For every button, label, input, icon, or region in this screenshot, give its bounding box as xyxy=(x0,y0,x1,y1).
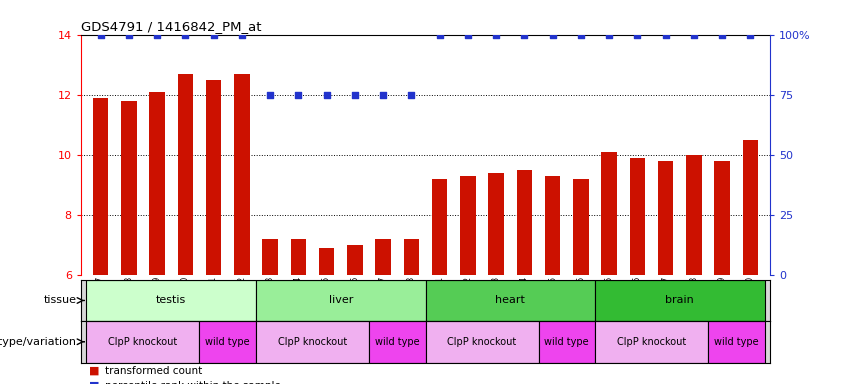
Point xyxy=(263,91,277,98)
Point xyxy=(631,31,644,38)
Bar xyxy=(121,101,137,275)
Point xyxy=(292,91,306,98)
Point xyxy=(687,31,700,38)
Bar xyxy=(256,321,369,363)
Point xyxy=(348,91,362,98)
Text: ■: ■ xyxy=(89,381,100,384)
Bar xyxy=(595,280,764,321)
Bar xyxy=(488,172,504,275)
Text: tissue: tissue xyxy=(43,295,77,306)
Bar xyxy=(319,248,334,275)
Point xyxy=(433,31,447,38)
Bar xyxy=(431,179,448,275)
Point xyxy=(659,31,672,38)
Text: wild type: wild type xyxy=(714,337,758,347)
Bar xyxy=(150,91,165,275)
Text: ■: ■ xyxy=(89,366,100,376)
Bar xyxy=(602,152,617,275)
Text: brain: brain xyxy=(665,295,694,306)
Bar xyxy=(256,280,426,321)
Text: ClpP knockout: ClpP knockout xyxy=(448,337,517,347)
Bar xyxy=(199,321,256,363)
Point xyxy=(716,31,729,38)
Text: GDS4791 / 1416842_PM_at: GDS4791 / 1416842_PM_at xyxy=(81,20,261,33)
Point xyxy=(489,31,503,38)
Text: wild type: wild type xyxy=(375,337,420,347)
Point xyxy=(404,91,418,98)
Bar xyxy=(460,175,476,275)
Text: liver: liver xyxy=(328,295,353,306)
Point xyxy=(151,31,164,38)
Point xyxy=(517,31,531,38)
Point xyxy=(376,91,390,98)
Bar xyxy=(573,179,589,275)
Bar xyxy=(714,161,730,275)
Point xyxy=(179,31,192,38)
Point xyxy=(122,31,135,38)
Text: ClpP knockout: ClpP knockout xyxy=(617,337,686,347)
Bar xyxy=(375,238,391,275)
Bar xyxy=(93,98,108,275)
Bar xyxy=(290,238,306,275)
Bar xyxy=(87,280,256,321)
Point xyxy=(320,91,334,98)
Bar xyxy=(234,74,249,275)
Point xyxy=(461,31,475,38)
Bar xyxy=(262,238,278,275)
Point xyxy=(574,31,588,38)
Bar xyxy=(206,79,221,275)
Bar xyxy=(658,161,673,275)
Text: ClpP knockout: ClpP knockout xyxy=(108,337,178,347)
Text: wild type: wild type xyxy=(205,337,250,347)
Text: transformed count: transformed count xyxy=(105,366,202,376)
Bar xyxy=(686,155,701,275)
Text: genotype/variation: genotype/variation xyxy=(0,337,77,347)
Bar xyxy=(369,321,426,363)
Point xyxy=(94,31,107,38)
Bar xyxy=(708,321,764,363)
Text: percentile rank within the sample: percentile rank within the sample xyxy=(105,381,281,384)
Bar xyxy=(426,321,539,363)
Bar xyxy=(630,157,645,275)
Point xyxy=(545,31,559,38)
Text: testis: testis xyxy=(156,295,186,306)
Text: wild type: wild type xyxy=(545,337,589,347)
Bar xyxy=(178,74,193,275)
Text: heart: heart xyxy=(495,295,525,306)
Bar xyxy=(347,245,363,275)
Text: ClpP knockout: ClpP knockout xyxy=(278,337,347,347)
Bar xyxy=(426,280,595,321)
Point xyxy=(603,31,616,38)
Bar xyxy=(517,170,532,275)
Bar xyxy=(403,238,420,275)
Point xyxy=(235,31,248,38)
Bar xyxy=(743,139,758,275)
Bar xyxy=(539,321,595,363)
Point xyxy=(744,31,757,38)
Point xyxy=(207,31,220,38)
Bar xyxy=(87,321,199,363)
Bar xyxy=(545,175,561,275)
Bar xyxy=(595,321,708,363)
